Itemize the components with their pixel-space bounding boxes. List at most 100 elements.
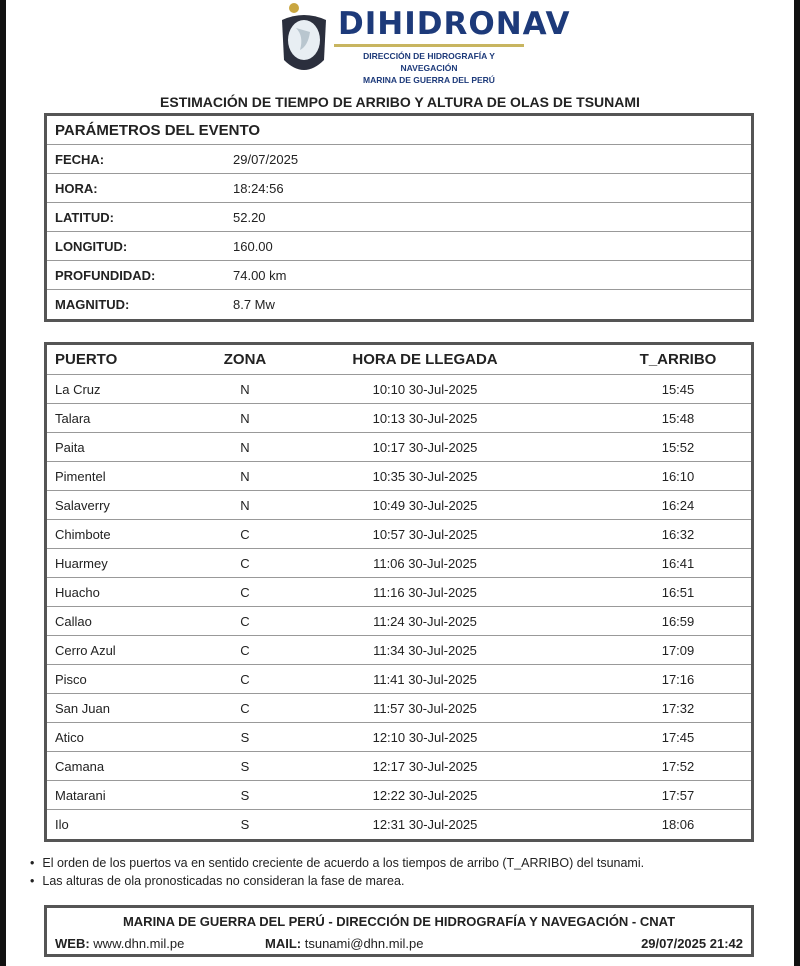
port-name: Paita xyxy=(55,439,85,455)
port-zone: N xyxy=(240,381,250,397)
arrival-time: 11:16 30-Jul-2025 xyxy=(373,584,477,600)
t-arribo: 15:45 xyxy=(661,381,695,397)
port-zone: C xyxy=(240,700,250,716)
table-row: Ilo S 12:31 30-Jul-2025 18:06 xyxy=(47,810,751,839)
param-row: LONGITUD: 160.00 xyxy=(47,232,751,261)
port-zone: C xyxy=(240,555,250,571)
table-row: Matarani S 12:22 30-Jul-2025 17:57 xyxy=(47,781,751,810)
param-label: HORA: xyxy=(55,180,98,196)
footer-box: MARINA DE GUERRA DEL PERÚ - DIRECCIÓN DE… xyxy=(44,905,754,957)
arrival-time: 10:49 30-Jul-2025 xyxy=(372,497,478,513)
t-arribo: 17:32 xyxy=(661,700,695,716)
port-zone: C xyxy=(240,526,250,542)
table-row: Pisco C 11:41 30-Jul-2025 17:16 xyxy=(47,665,751,694)
port-name: Salaverry xyxy=(55,497,110,513)
port-name: Matarani xyxy=(55,787,106,803)
port-name: La Cruz xyxy=(55,381,101,397)
table-row: San Juan C 11:57 30-Jul-2025 17:32 xyxy=(47,694,751,723)
note-item: Las alturas de ola pronosticadas no cons… xyxy=(30,872,644,890)
table-row: Cerro Azul C 11:34 30-Jul-2025 17:09 xyxy=(47,636,751,665)
param-label: LONGITUD: xyxy=(55,238,128,254)
arrival-time: 11:24 30-Jul-2025 xyxy=(373,613,477,629)
arrival-time: 11:41 30-Jul-2025 xyxy=(373,671,477,687)
arrival-time: 11:34 30-Jul-2025 xyxy=(373,642,477,658)
t-arribo: 16:51 xyxy=(661,584,695,600)
param-value: 29/07/2025 xyxy=(233,151,299,167)
port-name: Cerro Azul xyxy=(55,642,116,658)
event-parameters-table: PARÁMETROS DEL EVENTO FECHA: 29/07/2025 HO… xyxy=(44,113,754,322)
arrival-time: 12:17 30-Jul-2025 xyxy=(372,758,478,774)
col-header-t-arribo: T_ARRIBO xyxy=(639,351,717,368)
params-heading: PARÁMETROS DEL EVENTO xyxy=(47,116,751,145)
t-arribo: 17:45 xyxy=(661,729,695,745)
t-arribo: 17:52 xyxy=(661,758,695,774)
param-row: PROFUNDIDAD: 74.00 km xyxy=(47,261,751,290)
left-border xyxy=(0,0,6,966)
mail-link[interactable]: tsunami@dhn.mil.pe xyxy=(304,936,424,951)
param-value: 8.7 Mw xyxy=(233,297,275,312)
port-name: Huacho xyxy=(55,584,100,600)
t-arribo: 16:41 xyxy=(661,555,695,571)
brand-name: DIHIDRONAV xyxy=(338,6,571,42)
t-arribo: 16:59 xyxy=(661,613,695,629)
brand-line2: MARINA DE GUERRA DEL PERÚ xyxy=(363,75,495,85)
param-label: MAGNITUD: xyxy=(55,297,130,312)
ports-header-row: PUERTO ZONA HORA DE LLEGADA T_ARRIBO xyxy=(47,345,751,375)
param-label: LATITUD: xyxy=(55,209,114,225)
port-zone: C xyxy=(240,671,250,687)
param-row: FECHA: 29/07/2025 xyxy=(47,145,751,174)
port-zone: N xyxy=(240,468,250,484)
brand-line1: DIRECCIÓN DE HIDROGRAFÍA Y NAVEGACIÓN xyxy=(363,51,495,73)
param-row: MAGNITUD: 8.7 Mw xyxy=(47,290,751,319)
arrival-time: 10:13 30-Jul-2025 xyxy=(372,410,478,426)
col-header-zona: ZONA xyxy=(223,351,267,368)
t-arribo: 16:10 xyxy=(661,468,695,484)
port-name: Huarmey xyxy=(55,555,108,571)
param-row: HORA: 18:24:56 xyxy=(47,174,751,203)
brand-rule xyxy=(334,44,524,47)
t-arribo: 16:24 xyxy=(661,497,695,513)
port-zone: N xyxy=(240,439,250,455)
param-label: FECHA: xyxy=(55,151,105,167)
issue-datetime: 29/07/2025 21:42 xyxy=(641,936,743,951)
t-arribo: 16:32 xyxy=(661,526,695,542)
port-name: Callao xyxy=(55,613,92,629)
port-name: Ilo xyxy=(55,817,69,832)
param-row: LATITUD: 52.20 xyxy=(47,203,751,232)
port-zone: C xyxy=(240,584,250,600)
dihidronav-logo: DIHIDRONAV DIRECCIÓN DE HIDROGRAFÍA Y NA… xyxy=(278,2,570,85)
arrival-time: 10:57 30-Jul-2025 xyxy=(372,526,478,542)
note-item: El orden de los puertos va en sentido cr… xyxy=(30,854,644,872)
t-arribo: 15:52 xyxy=(661,439,695,455)
table-row: Pimentel N 10:35 30-Jul-2025 16:10 xyxy=(47,462,751,491)
table-row: La Cruz N 10:10 30-Jul-2025 15:45 xyxy=(47,375,751,404)
port-name: Camana xyxy=(55,758,105,774)
port-zone: S xyxy=(240,758,250,774)
param-label: PROFUNDIDAD: xyxy=(55,267,156,283)
port-name: Pisco xyxy=(55,671,87,687)
table-row: Atico S 12:10 30-Jul-2025 17:45 xyxy=(47,723,751,752)
port-name: Pimentel xyxy=(55,468,106,484)
arrival-time: 11:57 30-Jul-2025 xyxy=(373,700,477,716)
anchor-emblem-icon xyxy=(282,3,326,70)
arrival-time: 12:22 30-Jul-2025 xyxy=(372,787,478,803)
param-value: 74.00 km xyxy=(233,267,287,283)
port-name: Atico xyxy=(55,729,84,745)
ports-table: PUERTO ZONA HORA DE LLEGADA T_ARRIBO La … xyxy=(44,342,754,842)
port-zone: C xyxy=(240,613,250,629)
param-value: 160.00 xyxy=(233,238,273,254)
t-arribo: 17:16 xyxy=(661,671,695,687)
port-zone: S xyxy=(240,817,250,832)
table-row: Callao C 11:24 30-Jul-2025 16:59 xyxy=(47,607,751,636)
col-header-hora: HORA DE LLEGADA xyxy=(352,351,498,368)
table-row: Salaverry N 10:49 30-Jul-2025 16:24 xyxy=(47,491,751,520)
t-arribo: 15:48 xyxy=(661,410,695,426)
port-zone: C xyxy=(240,642,250,658)
arrival-time: 12:31 30-Jul-2025 xyxy=(372,817,478,832)
param-value: 52.20 xyxy=(233,209,266,225)
document-title: ESTIMACIÓN DE TIEMPO DE ARRIBO Y ALTURA … xyxy=(160,94,640,110)
web-link[interactable]: www.dhn.mil.pe xyxy=(93,936,185,951)
table-row: Paita N 10:17 30-Jul-2025 15:52 xyxy=(47,433,751,462)
table-row: Chimbote C 10:57 30-Jul-2025 16:32 xyxy=(47,520,751,549)
param-value: 18:24:56 xyxy=(233,180,284,196)
